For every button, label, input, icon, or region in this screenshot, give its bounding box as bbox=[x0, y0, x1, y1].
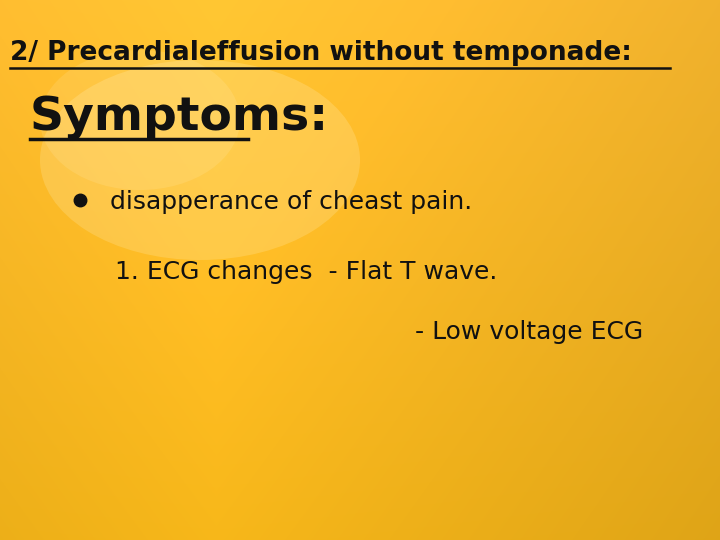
Text: disapperance of cheast pain.: disapperance of cheast pain. bbox=[110, 190, 472, 214]
Ellipse shape bbox=[40, 50, 240, 190]
Text: 1. ECG changes  - Flat T wave.: 1. ECG changes - Flat T wave. bbox=[115, 260, 498, 284]
Ellipse shape bbox=[40, 60, 360, 260]
Text: - Low voltage ECG: - Low voltage ECG bbox=[415, 320, 643, 344]
Text: 2/ Precardialeffusion without temponade:: 2/ Precardialeffusion without temponade: bbox=[10, 40, 632, 66]
Text: Symptoms:: Symptoms: bbox=[30, 95, 329, 140]
